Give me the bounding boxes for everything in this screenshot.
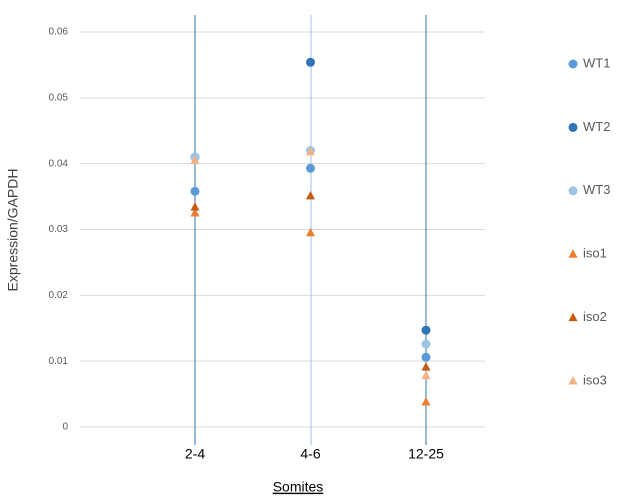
point xyxy=(306,146,315,156)
point xyxy=(421,352,431,362)
legend-marker xyxy=(568,312,578,322)
point xyxy=(306,57,315,67)
y-tick-label: 0.02 xyxy=(49,290,69,301)
point xyxy=(190,202,200,211)
point xyxy=(190,155,200,164)
point xyxy=(421,325,431,335)
y-axis-label: Expression/GAPDH xyxy=(5,169,21,292)
legend-label: WT1 xyxy=(583,55,610,70)
legend-label: iso1 xyxy=(583,246,607,261)
x-tick-label: 12-25 xyxy=(408,446,444,462)
legend-label: WT2 xyxy=(583,119,610,134)
y-tick-label: 0.03 xyxy=(49,224,69,235)
point xyxy=(306,163,315,173)
y-tick-label: 0.06 xyxy=(49,27,69,38)
y-tick-label: 0 xyxy=(62,422,68,433)
legend-label: WT3 xyxy=(583,182,610,197)
point xyxy=(190,208,200,217)
point xyxy=(190,186,200,196)
point xyxy=(306,190,315,200)
y-tick-label: 0.01 xyxy=(49,356,69,367)
point xyxy=(421,396,431,406)
legend-marker xyxy=(568,376,578,385)
y-tick-label: 0.05 xyxy=(49,92,69,103)
point xyxy=(421,370,431,380)
point xyxy=(421,362,431,371)
legend-marker xyxy=(568,186,578,196)
legend-marker xyxy=(568,122,578,132)
point xyxy=(421,339,431,349)
x-tick-label: 2-4 xyxy=(185,446,205,462)
legend-label: iso2 xyxy=(583,309,607,324)
legend-marker xyxy=(568,59,578,69)
point xyxy=(306,227,315,237)
x-tick-label: 4-6 xyxy=(300,446,320,462)
y-tick-label: 0.04 xyxy=(49,158,69,169)
x-axis-label: Somites xyxy=(273,479,324,495)
legend-marker xyxy=(568,249,578,258)
legend-label: iso3 xyxy=(583,372,607,387)
